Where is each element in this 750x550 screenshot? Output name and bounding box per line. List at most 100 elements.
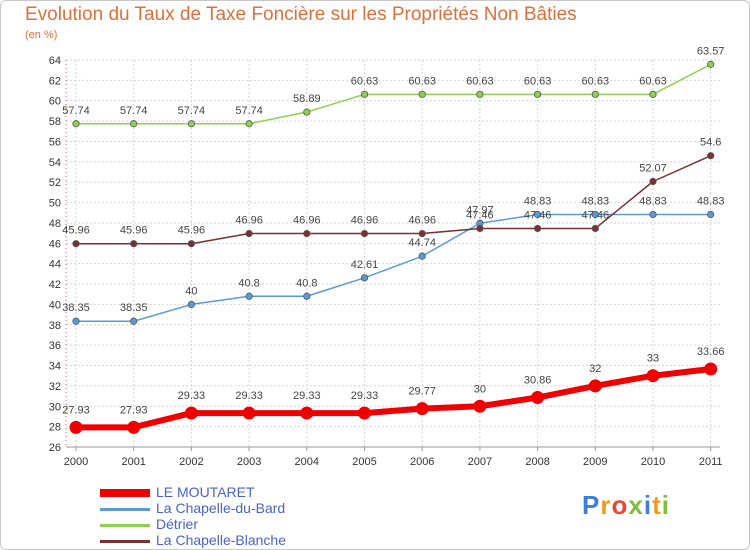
data-point [130, 120, 138, 128]
grid-lines [66, 59, 720, 448]
data-point [130, 317, 138, 325]
series-3: 45.96 45.96 45.96 46.96 46.96 46.96 46.96 47.46… [62, 137, 721, 248]
data-point [418, 90, 426, 98]
data-label: 46.96 [293, 215, 321, 227]
y-tick-label: 56 [49, 136, 61, 148]
legend-label: La Chapelle-du-Bard [156, 500, 286, 516]
data-point [130, 240, 138, 248]
data-label: 32 [589, 363, 601, 375]
data-point [245, 120, 253, 128]
legend-label: LE MOUTARET [156, 484, 255, 500]
data-label: 48.83 [582, 195, 610, 207]
data-label: 52.07 [639, 162, 667, 174]
series-line [76, 155, 712, 245]
data-point [415, 402, 429, 416]
data-label: 38.35 [62, 302, 90, 314]
y-tick-label: 62 [49, 75, 61, 87]
x-tick-label: 2001 [121, 456, 145, 468]
logo-letter: i [643, 490, 653, 520]
data-point [649, 210, 657, 219]
y-tick-label: 48 [49, 218, 61, 230]
data-point [303, 229, 311, 238]
legend-swatch [100, 540, 150, 543]
data-label: 45.96 [120, 225, 148, 237]
data-point [649, 90, 657, 98]
x-tick-label: 2004 [295, 456, 319, 468]
data-point [187, 300, 195, 309]
data-point [649, 177, 657, 186]
data-label: 60.63 [582, 75, 610, 87]
data-label: 58.89 [293, 93, 321, 105]
data-label: 48.83 [697, 195, 725, 207]
legend-label: Détrier [156, 516, 199, 532]
x-tick-label: 2011 [699, 456, 723, 468]
x-tick-label: 2010 [641, 456, 665, 468]
logo-letter: i [661, 490, 670, 520]
data-point [533, 224, 542, 233]
data-point [360, 90, 369, 98]
data-point [242, 406, 256, 420]
data-label: 47.46 [582, 209, 610, 221]
data-label: 60.63 [351, 75, 379, 87]
data-label: 40.8 [296, 277, 317, 289]
data-label: 30.86 [524, 375, 552, 387]
data-point [531, 391, 545, 405]
data-point [69, 420, 83, 434]
y-tick-label: 60 [49, 96, 61, 108]
logo-letter: t [652, 490, 662, 520]
logo-letter: o [611, 490, 629, 520]
data-label: 40.8 [238, 277, 259, 289]
data-label: 47.46 [466, 209, 494, 221]
data-point [476, 90, 484, 98]
legend-swatch [100, 508, 150, 511]
data-point [358, 406, 371, 420]
y-tick-label: 36 [49, 340, 61, 352]
data-point [707, 210, 715, 219]
data-point [533, 210, 542, 219]
y-tick-label: 26 [49, 442, 61, 454]
data-point [707, 60, 715, 68]
x-tick-label: 2002 [179, 456, 203, 468]
data-label: 44.74 [408, 237, 436, 249]
data-point [591, 224, 599, 233]
data-label: 60.63 [466, 75, 494, 87]
data-point [72, 120, 80, 128]
data-label: 27.93 [120, 404, 148, 416]
data-point [418, 252, 426, 260]
data-point [707, 152, 715, 160]
data-point [704, 362, 718, 376]
y-tick-label: 46 [49, 238, 61, 250]
data-label: 46.96 [351, 215, 379, 227]
axes: 26 28 30 32 34 36 38 40 42 44 46 48 50 52 54 56 58 60 62 64… [49, 55, 723, 468]
y-tick-label: 32 [49, 381, 61, 393]
series-line [76, 213, 711, 322]
data-point [245, 292, 253, 300]
y-tick-label: 52 [49, 177, 61, 189]
x-tick-label: 2008 [525, 456, 549, 468]
logo-letter: P [582, 490, 601, 520]
data-point [303, 292, 311, 300]
data-label: 38.35 [120, 302, 148, 314]
y-tick-label: 50 [49, 198, 61, 210]
x-tick-label: 2007 [468, 456, 492, 468]
y-tick-label: 64 [49, 55, 61, 67]
data-point [360, 229, 369, 238]
data-point [72, 240, 80, 248]
logo-letter: x [628, 490, 644, 520]
data-label: 48.83 [524, 195, 552, 207]
data-label: 46.96 [235, 215, 263, 227]
data-label: 33 [647, 353, 659, 365]
x-tick-label: 2005 [352, 456, 376, 468]
series-2: 57.74 57.74 57.74 57.74 58.89 60.63 60.63 60.63… [62, 45, 724, 128]
data-point [300, 406, 314, 420]
data-label: 29.77 [408, 386, 436, 398]
data-point [646, 369, 660, 383]
data-label: 57.74 [62, 105, 90, 117]
data-point [418, 229, 426, 238]
data-point [591, 90, 599, 98]
data-point [473, 399, 487, 413]
data-label: 60.63 [524, 75, 552, 87]
data-label: 60.63 [639, 75, 667, 87]
